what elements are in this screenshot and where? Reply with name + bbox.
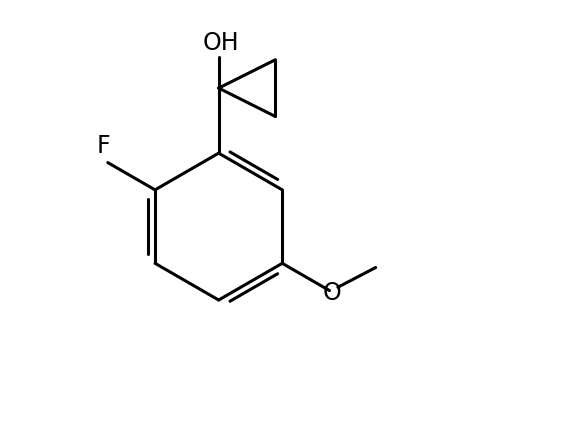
Text: O: O — [322, 281, 341, 305]
Text: OH: OH — [202, 30, 239, 54]
Text: F: F — [97, 134, 110, 158]
